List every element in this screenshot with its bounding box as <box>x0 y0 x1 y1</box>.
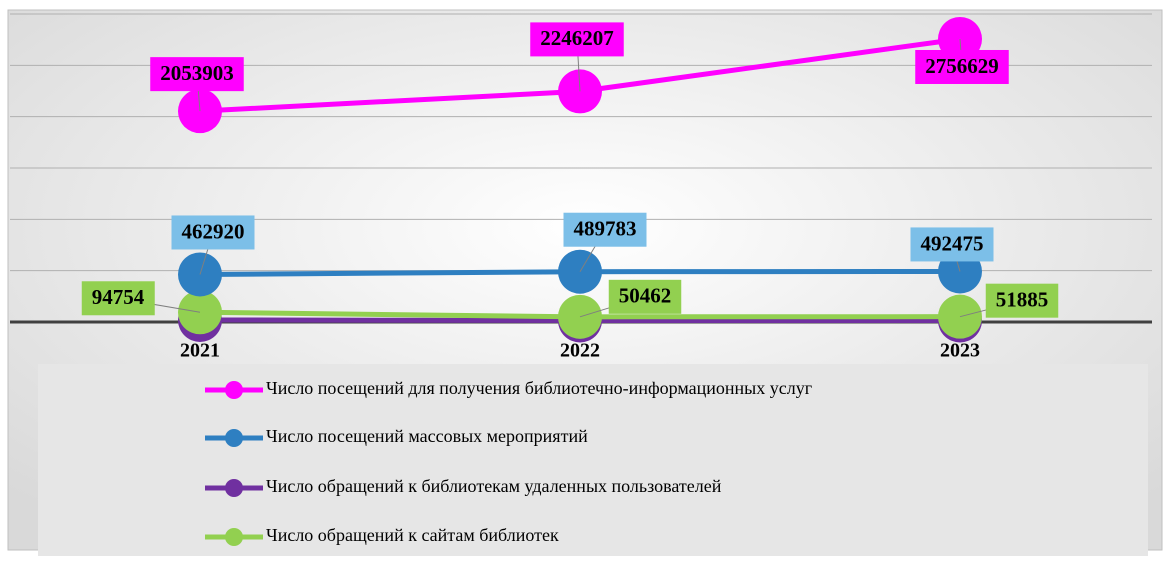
legend-swatch-marker <box>225 479 243 497</box>
legend-label: Число обращений к библиотекам удаленных … <box>266 476 722 496</box>
legend-box <box>38 364 1148 556</box>
legend-swatch-marker <box>225 381 243 399</box>
x-tick-label: 2021 <box>180 340 220 362</box>
data-label: 2053903 <box>160 61 234 85</box>
data-label-box <box>608 279 682 314</box>
data-label: 2756629 <box>925 54 999 78</box>
legend-label: Число посещений для получения библиотечн… <box>266 378 812 398</box>
data-label: 94754 <box>92 285 145 309</box>
data-label: 2246207 <box>540 26 614 50</box>
data-label: 50462 <box>619 284 672 308</box>
data-label-box <box>81 281 155 316</box>
data-label-box <box>171 215 255 250</box>
data-label: 51885 <box>996 287 1049 311</box>
data-label-box <box>150 57 244 92</box>
data-label: 489783 <box>574 217 637 241</box>
data-label-box <box>530 22 624 57</box>
data-label-box <box>563 212 647 247</box>
data-label-box <box>915 49 1009 84</box>
legend-swatch-marker <box>225 429 243 447</box>
data-label-box <box>910 227 994 262</box>
legend-swatch-marker <box>225 528 243 546</box>
marker <box>178 89 222 134</box>
data-label: 492475 <box>921 231 984 255</box>
data-label-box <box>985 283 1059 318</box>
x-tick-label: 2022 <box>560 340 600 362</box>
legend-label: Число посещений массовых мероприятий <box>266 426 588 446</box>
legend-label: Число обращений к сайтам библиотек <box>266 525 559 545</box>
data-label: 462920 <box>182 219 245 243</box>
x-tick-label: 2023 <box>940 340 980 362</box>
